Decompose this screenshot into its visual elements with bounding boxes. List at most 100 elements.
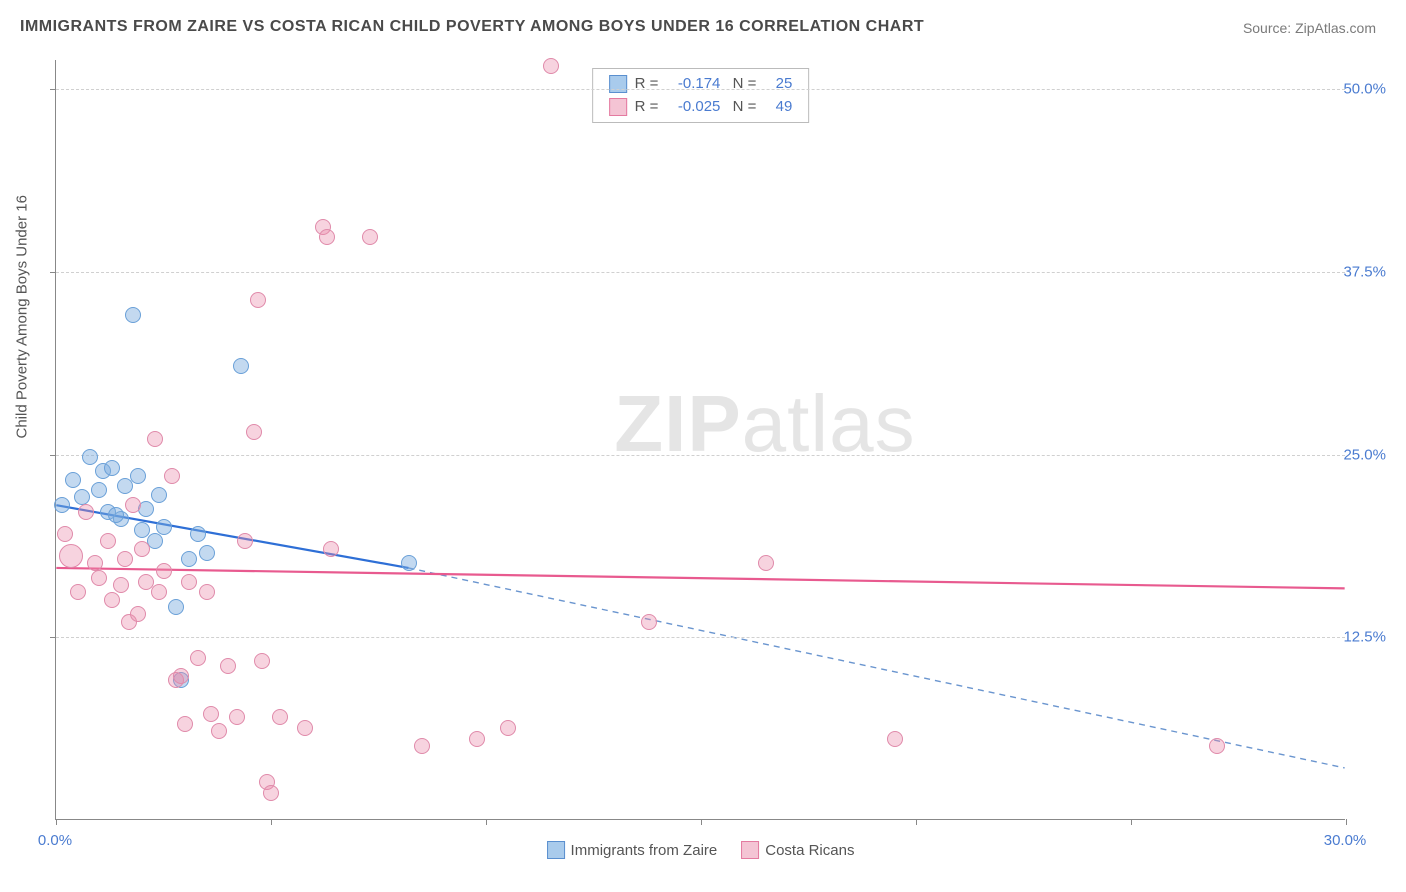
series-legend: Immigrants from Zaire Costa Ricans xyxy=(547,841,855,859)
xtick xyxy=(1131,819,1132,825)
point-costarican xyxy=(87,555,103,571)
point-costarican xyxy=(323,541,339,557)
point-costarican xyxy=(190,650,206,666)
point-costarican xyxy=(469,731,485,747)
legend-row-costarican: R = -0.025 N = 49 xyxy=(609,96,793,119)
point-zaire xyxy=(151,487,167,503)
point-costarican xyxy=(130,606,146,622)
point-zaire xyxy=(156,519,172,535)
point-costarican xyxy=(250,292,266,308)
ytick xyxy=(50,455,56,456)
watermark: ZIPatlas xyxy=(614,378,915,470)
point-costarican xyxy=(237,533,253,549)
regression-lines xyxy=(56,60,1345,819)
xtick-label: 0.0% xyxy=(38,832,72,849)
point-costarican xyxy=(263,785,279,801)
legend-label: Costa Ricans xyxy=(765,842,854,859)
point-costarican xyxy=(203,706,219,722)
point-costarican xyxy=(57,526,73,542)
point-costarican xyxy=(147,431,163,447)
ytick-label: 50.0% xyxy=(1343,81,1386,98)
legend-row-zaire: R = -0.174 N = 25 xyxy=(609,73,793,96)
point-costarican xyxy=(91,570,107,586)
point-costarican xyxy=(297,720,313,736)
gridline xyxy=(56,637,1345,638)
point-costarican xyxy=(173,668,189,684)
point-costarican xyxy=(211,723,227,739)
swatch-zaire-icon xyxy=(547,841,565,859)
point-zaire xyxy=(168,599,184,615)
point-costarican xyxy=(151,584,167,600)
legend-item-costarican: Costa Ricans xyxy=(741,841,854,859)
point-costarican xyxy=(220,658,236,674)
xtick-label: 30.0% xyxy=(1324,832,1367,849)
point-zaire xyxy=(125,307,141,323)
point-costarican xyxy=(59,544,83,568)
ytick-label: 12.5% xyxy=(1343,629,1386,646)
point-costarican xyxy=(319,229,335,245)
ytick xyxy=(50,637,56,638)
xtick xyxy=(701,819,702,825)
point-zaire xyxy=(130,468,146,484)
point-costarican xyxy=(134,541,150,557)
xtick xyxy=(271,819,272,825)
point-costarican xyxy=(164,468,180,484)
swatch-zaire xyxy=(609,75,627,93)
point-costarican xyxy=(117,551,133,567)
point-costarican xyxy=(70,584,86,600)
point-costarican xyxy=(199,584,215,600)
point-costarican xyxy=(78,504,94,520)
point-zaire xyxy=(91,482,107,498)
point-zaire xyxy=(74,489,90,505)
point-costarican xyxy=(500,720,516,736)
point-costarican xyxy=(229,709,245,725)
xtick xyxy=(1346,819,1347,825)
plot-area: ZIPatlas R = -0.174 N = 25 R = -0.025 N … xyxy=(55,60,1345,820)
point-zaire xyxy=(190,526,206,542)
swatch-costarican xyxy=(609,98,627,116)
point-zaire xyxy=(82,449,98,465)
point-costarican xyxy=(254,653,270,669)
y-axis-label: Child Poverty Among Boys Under 16 xyxy=(14,195,31,438)
regression-line xyxy=(56,568,1344,588)
swatch-costarican-icon xyxy=(741,841,759,859)
point-costarican xyxy=(100,533,116,549)
point-zaire xyxy=(181,551,197,567)
point-costarican xyxy=(272,709,288,725)
point-zaire xyxy=(134,522,150,538)
point-costarican xyxy=(113,577,129,593)
point-costarican xyxy=(414,738,430,754)
source-attribution: Source: ZipAtlas.com xyxy=(1243,20,1376,36)
point-costarican xyxy=(177,716,193,732)
gridline xyxy=(56,455,1345,456)
point-zaire xyxy=(233,358,249,374)
point-costarican xyxy=(181,574,197,590)
xtick xyxy=(56,819,57,825)
point-costarican xyxy=(362,229,378,245)
ytick-label: 37.5% xyxy=(1343,263,1386,280)
legend-item-zaire: Immigrants from Zaire xyxy=(547,841,718,859)
point-costarican xyxy=(125,497,141,513)
point-zaire xyxy=(65,472,81,488)
point-zaire xyxy=(401,555,417,571)
point-costarican xyxy=(104,592,120,608)
point-costarican xyxy=(758,555,774,571)
regression-line xyxy=(408,568,1344,768)
ytick xyxy=(50,89,56,90)
point-costarican xyxy=(1209,738,1225,754)
point-zaire xyxy=(199,545,215,561)
xtick xyxy=(486,819,487,825)
correlation-legend: R = -0.174 N = 25 R = -0.025 N = 49 xyxy=(592,68,810,123)
gridline xyxy=(56,89,1345,90)
point-costarican xyxy=(887,731,903,747)
ytick-label: 25.0% xyxy=(1343,446,1386,463)
legend-label: Immigrants from Zaire xyxy=(571,842,718,859)
point-costarican xyxy=(156,563,172,579)
point-costarican xyxy=(246,424,262,440)
point-costarican xyxy=(641,614,657,630)
ytick xyxy=(50,272,56,273)
gridline xyxy=(56,272,1345,273)
point-costarican xyxy=(543,58,559,74)
chart-title: IMMIGRANTS FROM ZAIRE VS COSTA RICAN CHI… xyxy=(20,18,924,36)
point-zaire xyxy=(104,460,120,476)
